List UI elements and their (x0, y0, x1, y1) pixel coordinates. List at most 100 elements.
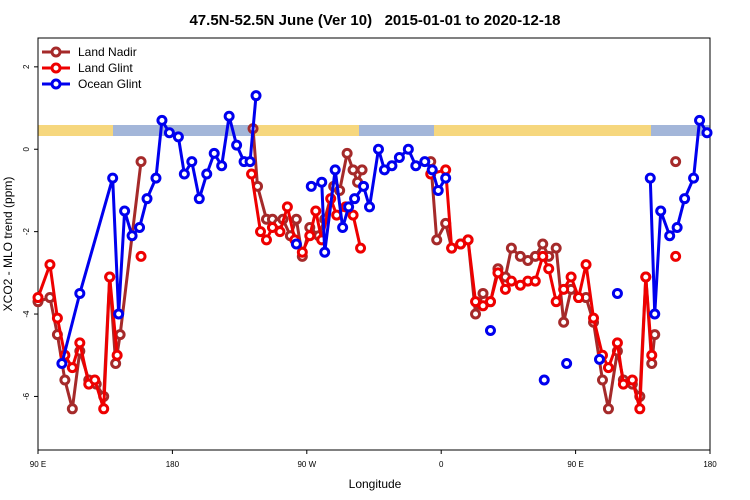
ocean-band (113, 125, 254, 136)
legend-label: Ocean Glint (78, 77, 142, 91)
legend-label: Land Glint (78, 61, 133, 75)
data-point (114, 329, 126, 341)
data-point (588, 312, 600, 324)
y-tick-label: 0 (22, 146, 31, 151)
data-point (611, 287, 623, 299)
y-tick-label: -2 (22, 228, 31, 236)
data-point (426, 164, 438, 176)
data-point (66, 362, 78, 374)
data-point (74, 287, 86, 299)
data-point (51, 312, 63, 324)
land-band (38, 125, 113, 136)
data-point (310, 205, 322, 217)
data-point (558, 316, 570, 328)
data-point (329, 164, 341, 176)
data-point (208, 147, 220, 159)
data-point (470, 308, 482, 320)
x-tick-label: 0 (439, 460, 444, 469)
data-point (141, 193, 153, 205)
data-point (573, 292, 585, 304)
series (56, 90, 713, 386)
data-point (260, 234, 272, 246)
data-point (246, 168, 258, 180)
data-point (462, 234, 474, 246)
data-point (104, 271, 116, 283)
data-point (646, 349, 658, 361)
legend-marker (50, 46, 62, 58)
x-tick-label: 90 E (30, 460, 46, 469)
data-point (119, 205, 131, 217)
data-point (216, 160, 228, 172)
data-point (593, 353, 605, 365)
data-point (537, 238, 549, 250)
data-point (244, 156, 256, 168)
data-point (364, 201, 376, 213)
data-point (178, 168, 190, 180)
data-point (580, 259, 592, 271)
y-tick-label: -4 (22, 310, 31, 318)
data-point (372, 143, 384, 155)
data-point (499, 283, 511, 295)
legend-label: Land Nadir (78, 45, 137, 59)
data-point (255, 226, 267, 238)
x-tick-label: 180 (703, 460, 717, 469)
data-point (32, 292, 44, 304)
data-point (538, 374, 550, 386)
data-point (290, 238, 302, 250)
data-point (110, 357, 122, 369)
data-point (89, 374, 101, 386)
data-point (596, 374, 608, 386)
data-point (150, 172, 162, 184)
data-point (440, 217, 452, 229)
data-point (432, 184, 444, 196)
data-point (281, 201, 293, 213)
data-point (74, 337, 86, 349)
data-point (670, 250, 682, 262)
data-point (107, 172, 119, 184)
data-point (550, 242, 562, 254)
y-tick-label: 2 (22, 64, 31, 69)
data-point (296, 246, 308, 258)
data-point (694, 114, 706, 126)
data-point (56, 357, 68, 369)
data-point (347, 164, 359, 176)
data-point (626, 374, 638, 386)
data-point (201, 168, 213, 180)
x-tick-label: 180 (166, 460, 180, 469)
land-band (434, 125, 651, 136)
data-point (341, 147, 353, 159)
data-point (111, 349, 123, 361)
data-point (126, 230, 138, 242)
data-point (358, 180, 370, 192)
data-point (156, 114, 168, 126)
data-point (649, 308, 661, 320)
data-point (186, 156, 198, 168)
data-point (670, 156, 682, 168)
data-point (113, 308, 125, 320)
data-point (402, 143, 414, 155)
ocean-band (359, 125, 434, 136)
data-point (664, 230, 676, 242)
data-point (701, 127, 713, 139)
data-point (355, 242, 367, 254)
plot-frame (37, 37, 711, 451)
data-point (419, 156, 431, 168)
data-point (98, 403, 110, 415)
series-line (38, 170, 676, 409)
data-point (543, 263, 555, 275)
chart-title: 47.5N-52.5N June (Ver 10) 2015-01-01 to … (189, 12, 560, 29)
data-point (440, 172, 452, 184)
data-point (250, 90, 262, 102)
land-band (254, 125, 359, 136)
data-point (484, 325, 496, 337)
data-point (193, 193, 205, 205)
data-point (565, 271, 577, 283)
data-point (644, 172, 656, 184)
data-point (617, 378, 629, 390)
data-point (431, 234, 443, 246)
data-point (135, 156, 147, 168)
ocean-band (651, 125, 710, 136)
data-point (602, 362, 614, 374)
data-point (537, 250, 549, 262)
